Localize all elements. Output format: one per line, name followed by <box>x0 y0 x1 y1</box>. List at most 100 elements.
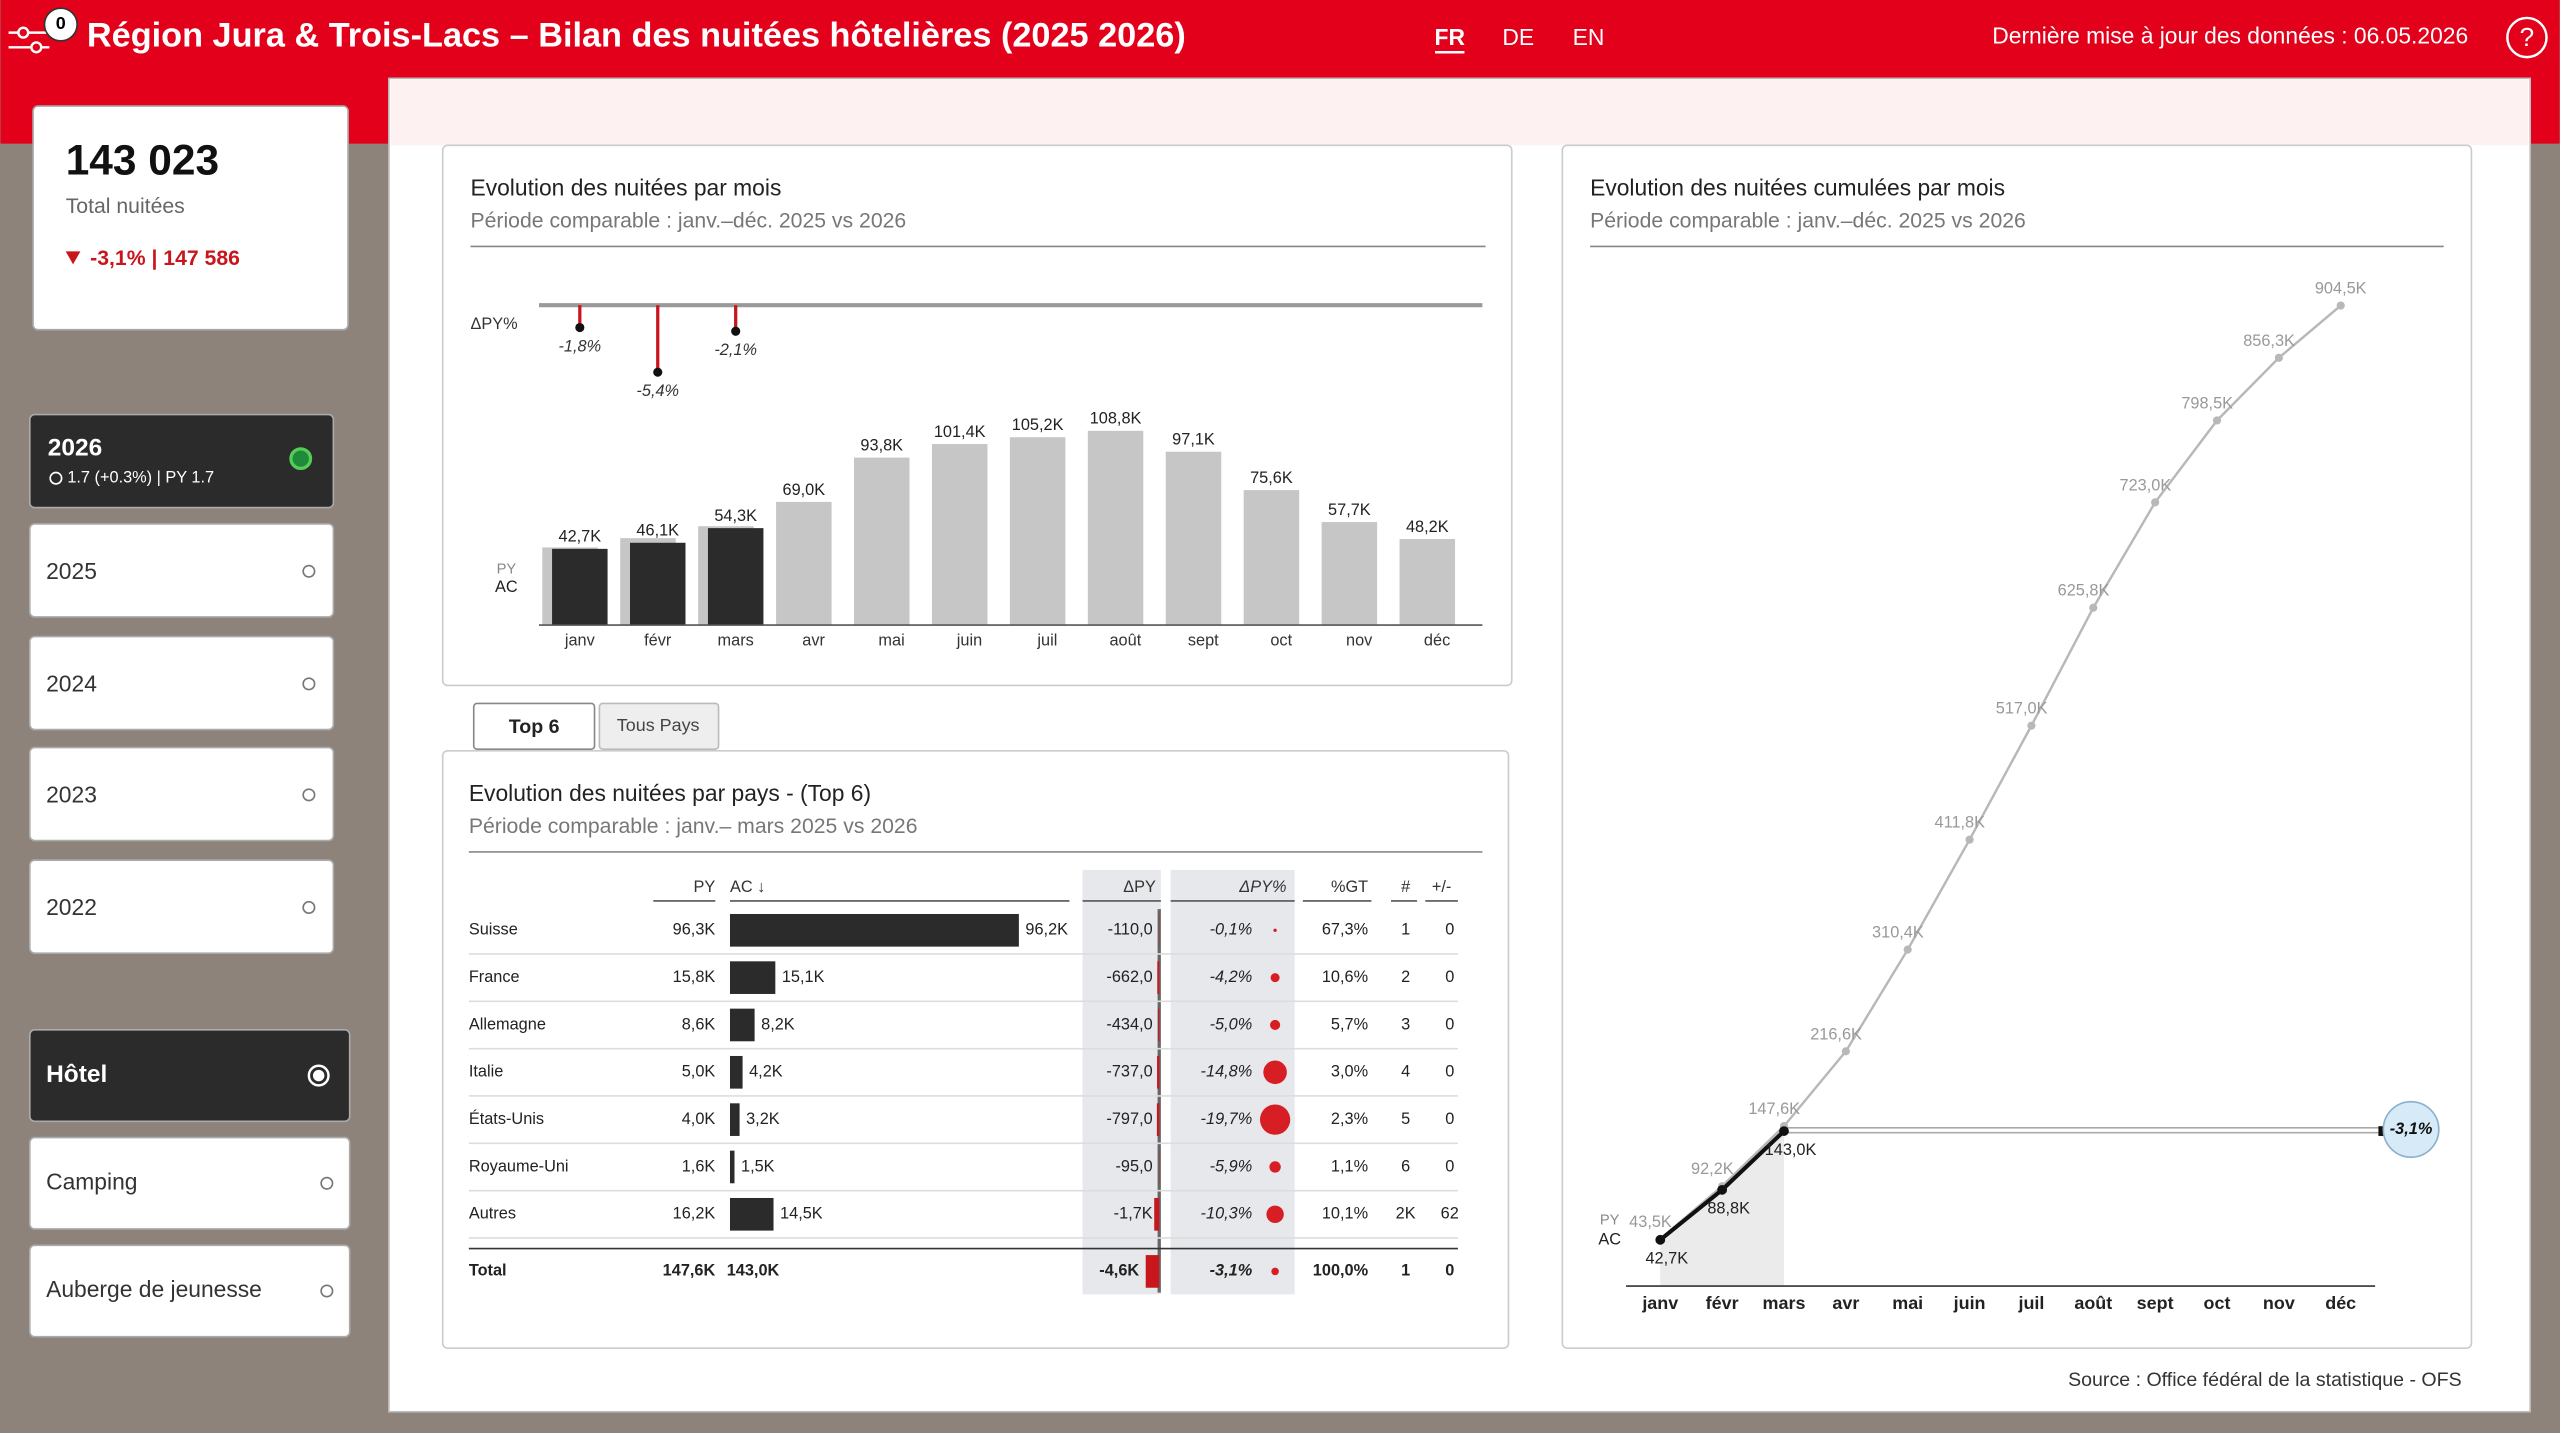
annotation-bubble <box>2382 1100 2440 1159</box>
tab-label[interactable]: Top 6 <box>509 716 560 738</box>
x-tick-label: févr <box>1706 1293 1739 1313</box>
cell-rank: 1 <box>1401 921 1410 939</box>
down-triangle <box>65 251 81 265</box>
point-py <box>1965 835 1974 844</box>
cell-delta-pct: -14,8% <box>1201 1063 1253 1081</box>
kpi-delta: -3,1% | 147 586 <box>90 247 240 270</box>
language-button[interactable]: EN <box>1573 24 1605 50</box>
cell-ac: 14,5K <box>780 1205 823 1223</box>
cell-delta-pct: -10,3% <box>1201 1205 1253 1223</box>
delta-legend: ΔPY% <box>470 315 517 333</box>
badge-count: 0 <box>56 13 66 33</box>
cell-py: 5,0K <box>682 1063 716 1081</box>
kpi-value: 143 023 <box>66 136 219 183</box>
accommodation-card[interactable] <box>28 1029 351 1123</box>
radio <box>302 564 316 578</box>
point-py <box>1903 945 1912 954</box>
help-button[interactable] <box>2506 16 2548 59</box>
cell-ac: 3,2K <box>746 1110 780 1128</box>
radio <box>302 900 316 914</box>
cell-delta-pct: -5,0% <box>1210 1015 1253 1033</box>
year-label[interactable]: 2025 <box>46 558 97 584</box>
column-shade <box>1082 869 1161 1295</box>
cell-change: 0 <box>1445 968 1454 986</box>
accommodation-card[interactable] <box>28 1136 351 1230</box>
tab-label[interactable]: Tous Pays <box>617 715 700 735</box>
cell-py: 15,8K <box>673 968 716 986</box>
bar-py <box>1321 522 1378 626</box>
column-header: %GT <box>1331 878 1368 896</box>
kpi-card <box>32 105 349 331</box>
cell-change: 0 <box>1445 1110 1454 1128</box>
delta-bar <box>1157 1055 1160 1089</box>
accommodation-label[interactable]: Hôtel <box>46 1061 107 1088</box>
delta-dot <box>1271 1267 1279 1276</box>
cell-py: 16,2K <box>673 1205 716 1223</box>
year-card[interactable] <box>28 413 335 509</box>
delta-dot <box>1273 928 1277 933</box>
year-label[interactable]: 2023 <box>46 782 97 808</box>
x-tick-label: avr <box>802 632 825 650</box>
x-tick-label: juin <box>1953 1293 1986 1313</box>
cell-delta: -797,0 <box>1106 1110 1152 1128</box>
point-py <box>2274 353 2283 362</box>
delta-bar <box>1157 961 1160 994</box>
value-label: 92,2K <box>1691 1160 1734 1178</box>
bar-ac <box>552 548 608 626</box>
year-label[interactable]: 2026 <box>48 434 102 461</box>
bar-py <box>1243 490 1300 626</box>
year-card[interactable] <box>28 523 335 618</box>
cell-change: 0 <box>1445 1063 1454 1081</box>
row-label: États-Unis <box>469 1109 544 1128</box>
x-tick-label: oct <box>2204 1293 2231 1313</box>
value-label: 310,4K <box>1872 924 1924 942</box>
cell-share: 5,7% <box>1331 1015 1368 1033</box>
value-label: 97,1K <box>1172 431 1215 449</box>
bar-py <box>931 444 988 626</box>
column-header: AC ↓ <box>730 878 765 896</box>
delta-dot <box>1266 1205 1284 1223</box>
value-label: 42,7K <box>559 528 602 546</box>
cell-change: 0 <box>1445 1157 1454 1175</box>
cell-rank: 2 <box>1401 968 1410 986</box>
kpi-label: Total nuitées <box>66 195 185 218</box>
cell-change: 0 <box>1445 1015 1454 1033</box>
help-icon[interactable]: ? <box>2520 22 2535 52</box>
column-header: ΔPY% <box>1238 878 1286 896</box>
accommodation-label[interactable]: Camping <box>46 1168 137 1194</box>
tab[interactable] <box>598 702 720 750</box>
point-ac <box>1655 1234 1666 1245</box>
legend-ac: AC <box>1598 1231 1621 1249</box>
cell-share: 2,3% <box>1331 1110 1368 1128</box>
value-label: 723,0K <box>2119 476 2171 494</box>
year-card[interactable] <box>28 859 335 954</box>
cell-delta-pct: -0,1% <box>1210 921 1253 939</box>
accommodation-card[interactable] <box>28 1244 351 1338</box>
cell-ac: 8,2K <box>761 1015 795 1033</box>
row-label: Autres <box>469 1205 516 1223</box>
accommodation-label[interactable]: Auberge de jeunesse <box>46 1276 262 1302</box>
year-card[interactable] <box>28 635 335 731</box>
cell-py: 4,0K <box>682 1110 716 1128</box>
delta-bar <box>1145 1255 1160 1288</box>
year-label[interactable]: 2022 <box>46 894 97 920</box>
language-button[interactable]: DE <box>1502 24 1534 50</box>
year-card[interactable] <box>28 746 335 842</box>
tab-active[interactable] <box>472 702 596 750</box>
cell-delta-pct: -5,9% <box>1210 1157 1253 1175</box>
badge <box>43 7 78 42</box>
value-label: 216,6K <box>1810 1025 1862 1043</box>
cell-delta: -95,0 <box>1116 1157 1153 1175</box>
delta-point <box>653 367 663 377</box>
bar-py <box>1399 539 1456 626</box>
chart-subtitle: Période comparable : janv.–déc. 2025 vs … <box>1590 210 2026 233</box>
update-date: Dernière mise à jour des données : 06.05… <box>1992 23 2468 49</box>
year-label[interactable]: 2024 <box>46 671 97 697</box>
bar-ac <box>729 1055 743 1089</box>
cell-rank: 6 <box>1401 1157 1410 1175</box>
x-tick-label: sept <box>2137 1293 2174 1313</box>
cell-ac: 1,5K <box>741 1157 775 1175</box>
value-label: 88,8K <box>1707 1200 1750 1218</box>
language-button[interactable]: FR <box>1435 24 1466 50</box>
